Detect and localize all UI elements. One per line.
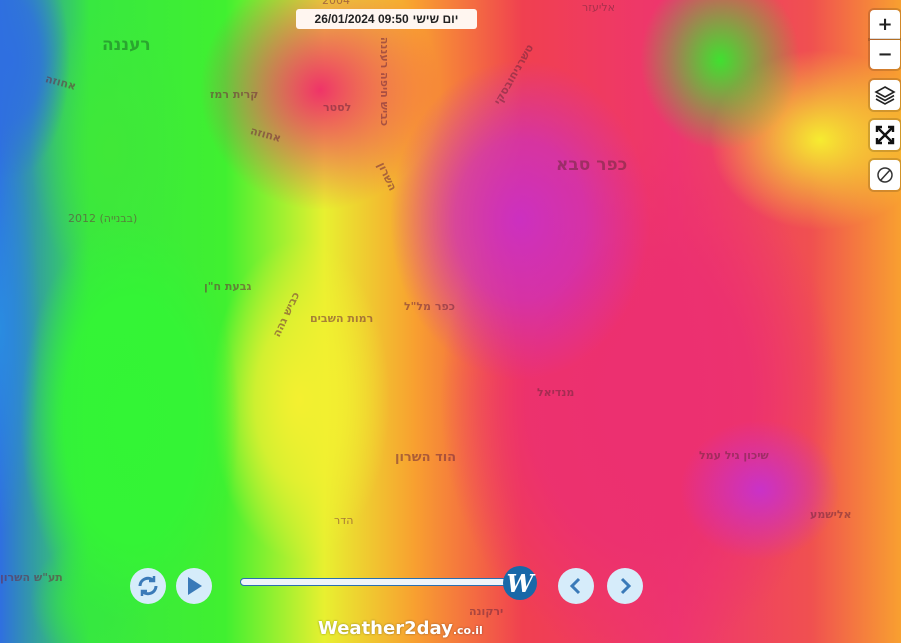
- timestamp-datetime: 26/01/2024 09:50: [314, 12, 409, 26]
- map-label: מנדיאל: [537, 386, 575, 399]
- map-label: לסטר: [323, 101, 352, 114]
- map-label: אחוזה: [248, 124, 283, 145]
- map-label: הוד השרון: [395, 450, 457, 465]
- map-label: רעננה: [102, 35, 151, 55]
- zoom-in-button[interactable]: +: [870, 10, 900, 39]
- map-label: תע"ש השרון: [0, 571, 63, 584]
- play-icon: [188, 577, 202, 595]
- brand-logo: Weather2day.co.il: [318, 618, 483, 639]
- map-label: אלישמע: [810, 508, 852, 521]
- layers-button[interactable]: [870, 80, 900, 110]
- map-label: כביש חיפה רעננה: [378, 36, 392, 127]
- brand-suffix: .co.il: [452, 624, 483, 637]
- refresh-icon: [138, 576, 158, 596]
- map-label: שיכון גיל עמל: [699, 449, 769, 462]
- map-label: רמות השבים: [310, 312, 374, 325]
- next-button[interactable]: [607, 568, 643, 604]
- layers-icon: [874, 86, 896, 105]
- timeline-slider[interactable]: [240, 578, 520, 586]
- map-label: גבעת ח"ן: [204, 280, 252, 293]
- zoom-out-button[interactable]: −: [870, 40, 900, 69]
- brand-name: Weather2day: [318, 618, 453, 639]
- map-label: השרון: [374, 160, 400, 193]
- pen-icon: [877, 167, 893, 183]
- map-label: אליעזר: [582, 1, 615, 14]
- map-label: טשרניחובסקי: [491, 42, 537, 107]
- map-label: אחוזה: [43, 72, 78, 93]
- map-label: 2004: [322, 0, 350, 7]
- timestamp-badge: 26/01/2024 09:50 יום שישי: [296, 9, 477, 29]
- map-label: כפר מל"ל: [404, 300, 455, 313]
- refresh-button[interactable]: [130, 568, 166, 604]
- play-button[interactable]: [176, 568, 212, 604]
- map-label: קרית רמז: [210, 88, 259, 101]
- fullscreen-button[interactable]: [870, 120, 900, 150]
- map-label: ירקונה: [469, 605, 504, 618]
- chevron-right-icon: [620, 577, 632, 595]
- map-label: 2012 (בבנייה): [68, 212, 138, 225]
- timeline-thumb[interactable]: W: [503, 566, 537, 600]
- previous-button[interactable]: [558, 568, 594, 604]
- map-label: כביש גהה: [270, 289, 303, 340]
- expand-icon: [875, 125, 895, 145]
- timestamp-day: יום שישי: [412, 12, 459, 26]
- draw-button[interactable]: [870, 160, 900, 190]
- map-label: הדר: [334, 514, 354, 527]
- chevron-left-icon: [569, 577, 581, 595]
- map-label: כפר סבא: [556, 155, 628, 175]
